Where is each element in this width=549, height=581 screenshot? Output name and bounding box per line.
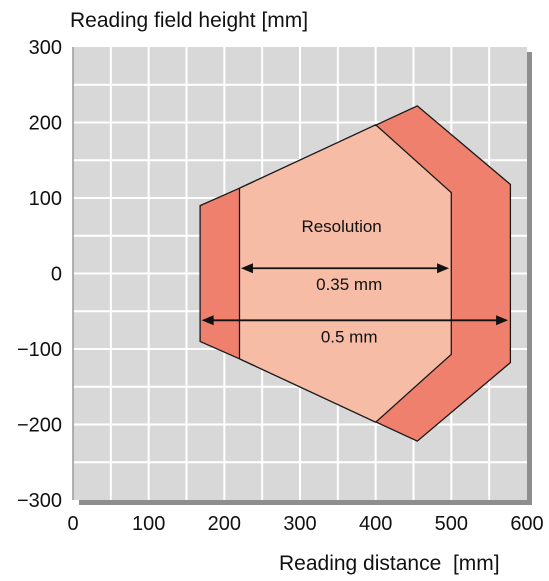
y-tick-label: −100 <box>17 339 62 361</box>
label-0.35mm: 0.35 mm <box>316 275 382 294</box>
resolution-label: Resolution <box>301 217 381 236</box>
y-tick-label: 300 <box>29 37 62 59</box>
plot-shadow-bottom <box>79 500 532 505</box>
y-axis-title: Reading field height [mm] <box>70 9 308 32</box>
x-tick-label: 500 <box>435 513 468 535</box>
y-tick-label: 200 <box>29 113 62 135</box>
y-tick-label: −300 <box>17 490 62 512</box>
arrow-0.5mm-head-right <box>496 315 509 326</box>
resolution-region-0.35mm <box>238 124 452 423</box>
arrow-0.35mm-head-left <box>240 263 253 274</box>
x-tick-label: 0 <box>67 513 78 535</box>
y-tick-label: 0 <box>51 264 62 286</box>
dimension-arrows <box>201 263 509 326</box>
arrow-0.35mm-head-right <box>437 263 450 274</box>
y-tick-label: −200 <box>17 415 62 437</box>
label-0.5mm: 0.5 mm <box>321 327 378 346</box>
x-tick-label: 400 <box>359 513 392 535</box>
x-tick-label: 600 <box>510 513 543 535</box>
arrow-0.5mm-head-left <box>201 315 214 326</box>
x-axis-title: Reading distance [mm] <box>279 552 500 575</box>
x-tick-label: 100 <box>132 513 165 535</box>
tick-labels: 0 100 200 300 400 500 600 300 200 100 0 −100 −200 −30… <box>17 37 544 535</box>
y-tick-label: 100 <box>29 188 62 210</box>
plot-shadow <box>527 52 532 505</box>
x-tick-label: 200 <box>208 513 241 535</box>
x-tick-label: 300 <box>283 513 316 535</box>
